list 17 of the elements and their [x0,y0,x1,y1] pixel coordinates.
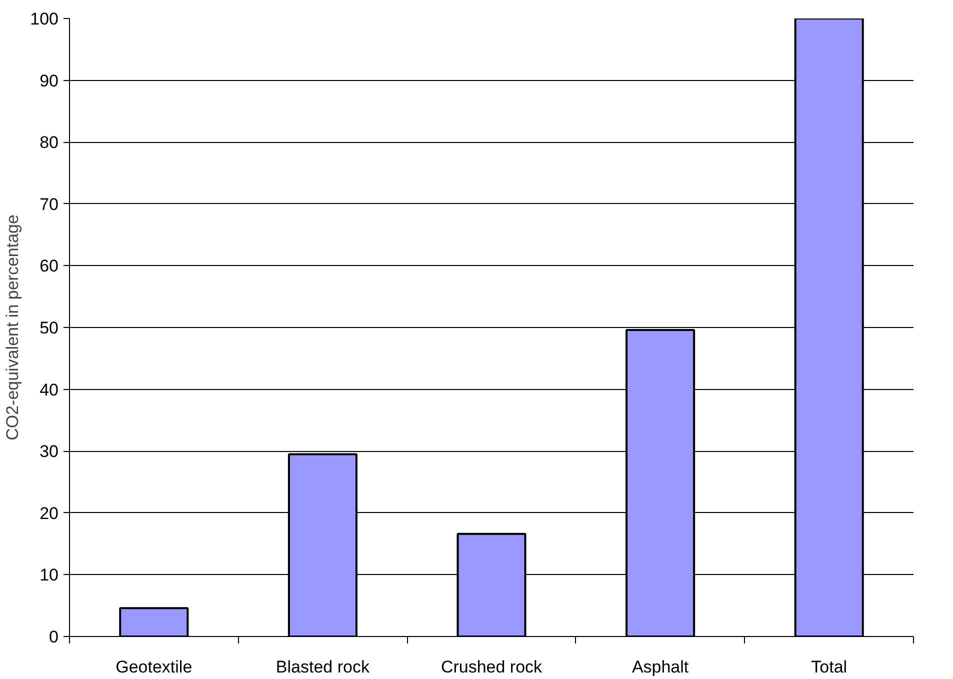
y-tick-label: 10 [40,566,59,585]
y-tick-label: 100 [30,10,59,28]
x-tick-label: Blasted rock [276,658,370,676]
x-tick-label: Geotextile [116,658,192,676]
y-axis-title: CO2-equivalent in percentage [3,214,22,440]
x-tick-label: Total [811,658,848,676]
x-tick-label: Asphalt [632,658,689,676]
y-tick-label: 70 [40,194,59,214]
y-tick-label: 20 [40,504,59,523]
y-tick-label: 90 [40,71,59,90]
y-tick-label: 40 [40,380,59,400]
y-tick-label: 80 [40,133,59,152]
y-tick-label: 0 [49,628,59,646]
y-tick-label: 50 [40,318,59,338]
x-tick-label: Crushed rock [440,658,543,676]
y-tick-label: 60 [40,256,59,276]
y-tick-label: 30 [40,442,59,462]
